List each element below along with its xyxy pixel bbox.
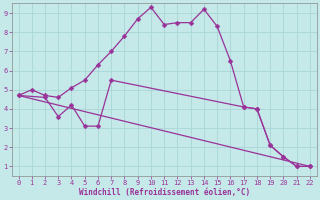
X-axis label: Windchill (Refroidissement éolien,°C): Windchill (Refroidissement éolien,°C) <box>79 188 250 197</box>
